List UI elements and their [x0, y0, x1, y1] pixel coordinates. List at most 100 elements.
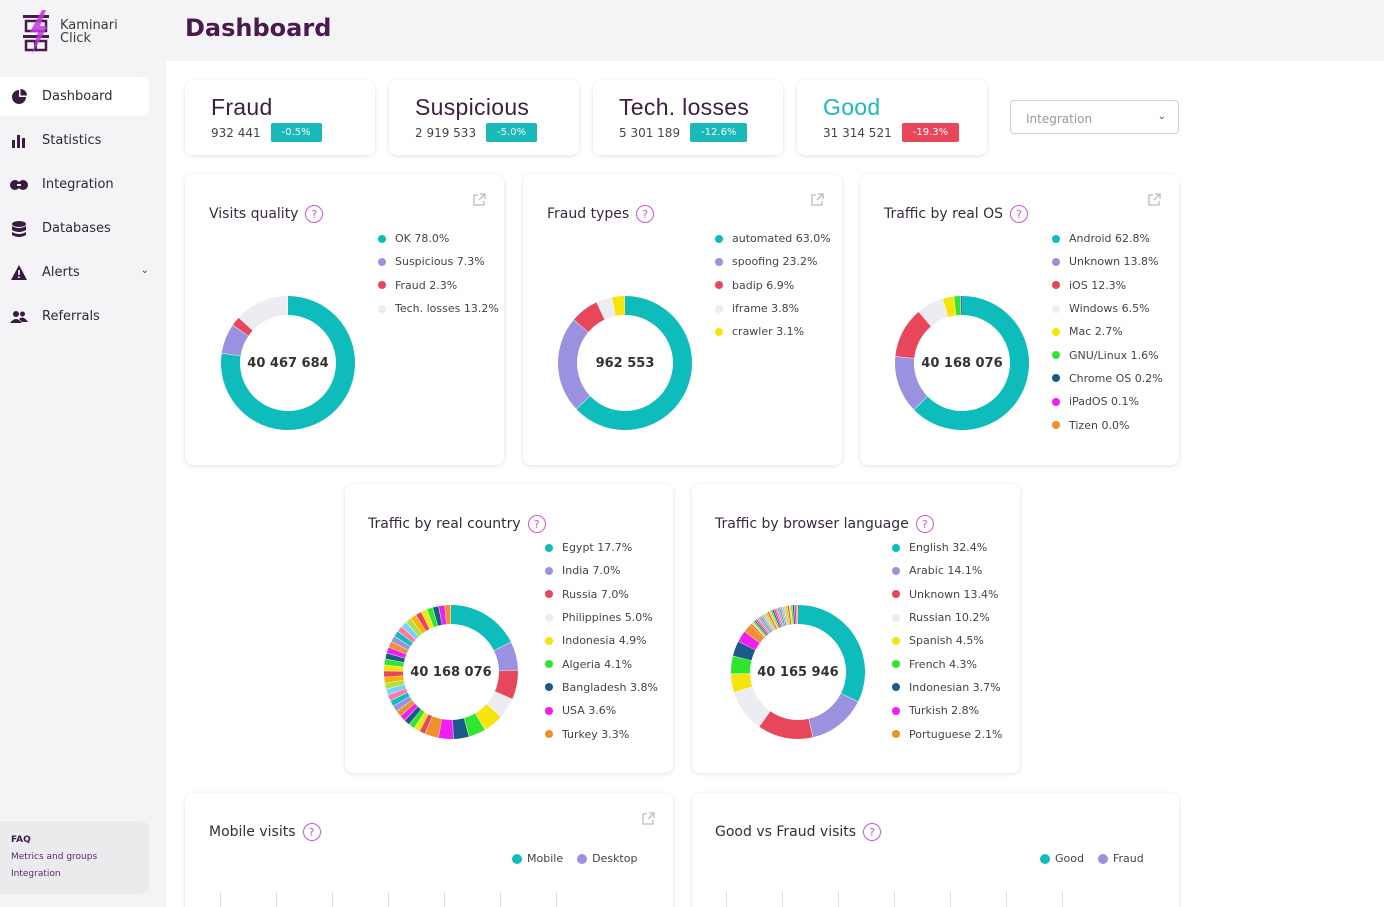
help-icon[interactable]: ?	[915, 515, 934, 533]
donut-segment[interactable]	[388, 641, 409, 655]
donut-segment[interactable]	[404, 706, 421, 725]
external-link-icon[interactable]	[1147, 193, 1161, 207]
legend-item[interactable]: Windows 6.5%	[1052, 297, 1163, 320]
donut-segment[interactable]	[731, 673, 753, 693]
donut-segment[interactable]	[787, 605, 792, 625]
donut-segment[interactable]	[397, 626, 416, 643]
donut-segment[interactable]	[753, 621, 767, 637]
donut-segment[interactable]	[808, 693, 858, 738]
donut-segment[interactable]	[761, 615, 773, 632]
help-icon[interactable]: ?	[863, 823, 882, 841]
legend-item[interactable]: USA 3.6%	[545, 699, 658, 722]
donut-segment[interactable]	[401, 622, 419, 640]
donut-segment[interactable]	[750, 623, 765, 639]
legend-item[interactable]: Good	[1040, 852, 1084, 865]
donut-segment[interactable]	[386, 647, 407, 659]
legend-item[interactable]: badip 6.9%	[715, 274, 831, 297]
legend-item[interactable]: Bangladesh 3.8%	[545, 676, 658, 699]
legend-item[interactable]: Mobile	[512, 852, 563, 865]
legend-item[interactable]: Egypt 17.7%	[545, 536, 658, 559]
legend-item[interactable]: Russian 10.2%	[892, 606, 1002, 629]
donut-segment[interactable]	[406, 618, 423, 637]
donut-segment[interactable]	[438, 719, 454, 739]
donut-segment[interactable]	[451, 605, 511, 651]
sidebar-item-databases[interactable]: Databases	[0, 209, 149, 248]
legend-item[interactable]: Algeria 4.1%	[545, 652, 658, 675]
donut-segment[interactable]	[464, 713, 485, 737]
legend-item[interactable]: Suspicious 7.3%	[378, 250, 499, 273]
legend-item[interactable]: Tizen 0.0%	[1052, 413, 1163, 436]
donut-segment[interactable]	[384, 659, 404, 667]
donut-segment[interactable]	[400, 703, 418, 721]
legend-item[interactable]: Portuguese 2.1%	[892, 722, 1002, 745]
donut-segment[interactable]	[942, 296, 956, 317]
donut-segment[interactable]	[411, 615, 426, 634]
sidebar-item-integration[interactable]: Integration	[0, 165, 149, 204]
legend-item[interactable]: Turkish 2.8%	[892, 699, 1002, 722]
sidebar-item-referrals[interactable]: Referrals	[0, 297, 149, 336]
donut-segment[interactable]	[751, 622, 766, 638]
donut-segment[interactable]	[414, 712, 429, 732]
external-link-icon[interactable]	[810, 193, 824, 207]
donut-segment[interactable]	[744, 625, 764, 643]
legend-item[interactable]: iframe 3.8%	[715, 297, 831, 320]
donut-segment[interactable]	[789, 605, 793, 625]
legend-item[interactable]: crawler 3.1%	[715, 320, 831, 343]
legend-item[interactable]: Philippines 5.0%	[545, 606, 658, 629]
donut-segment[interactable]	[386, 684, 406, 695]
legend-item[interactable]: automated 63.0%	[715, 227, 831, 250]
donut-segment[interactable]	[384, 665, 404, 672]
donut-segment[interactable]	[385, 653, 405, 663]
donut-segment[interactable]	[914, 296, 1029, 430]
donut-segment[interactable]	[576, 296, 692, 430]
donut-segment[interactable]	[760, 616, 772, 633]
faq-link-metrics[interactable]: Metrics and groups	[11, 852, 98, 862]
help-icon[interactable]: ?	[302, 823, 321, 841]
donut-segment[interactable]	[755, 619, 769, 635]
legend-item[interactable]: Mac 2.7%	[1052, 320, 1163, 343]
kpi-card-tech-losses[interactable]: Tech. losses 5 301 189 -12.6%	[593, 80, 783, 155]
donut-segment[interactable]	[757, 618, 770, 634]
donut-segment[interactable]	[394, 631, 413, 647]
sidebar-item-alerts[interactable]: Alerts ⌄	[0, 253, 149, 292]
donut-segment[interactable]	[775, 608, 783, 627]
legend-item[interactable]: Tech. losses 13.2%	[378, 297, 499, 320]
external-link-icon[interactable]	[472, 193, 486, 207]
donut-segment[interactable]	[384, 680, 405, 689]
donut-segment[interactable]	[409, 709, 425, 728]
kpi-card-good[interactable]: Good 31 314 521 -19.3%	[797, 80, 987, 155]
donut-segment[interactable]	[486, 691, 513, 717]
legend-item[interactable]: OK 78.0%	[378, 227, 499, 250]
legend-item[interactable]: English 32.4%	[892, 536, 1002, 559]
donut-segment[interactable]	[384, 675, 404, 683]
donut-segment[interactable]	[782, 606, 788, 626]
legend-item[interactable]: Fraud	[1097, 852, 1144, 865]
donut-segment[interactable]	[427, 607, 438, 628]
donut-segment[interactable]	[733, 641, 756, 661]
sidebar-item-dashboard[interactable]: Dashboard	[0, 77, 149, 116]
donut-segment[interactable]	[388, 688, 408, 701]
donut-segment[interactable]	[796, 605, 798, 625]
help-icon[interactable]: ?	[305, 205, 324, 223]
legend-item[interactable]: spoofing 23.2%	[715, 250, 831, 273]
donut-segment[interactable]	[954, 296, 961, 316]
donut-segment[interactable]	[391, 636, 411, 651]
donut-segment[interactable]	[558, 320, 591, 409]
donut-segment[interactable]	[221, 325, 249, 356]
donut-segment[interactable]	[770, 610, 780, 629]
legend-item[interactable]: Indonesian 3.7%	[892, 676, 1002, 699]
legend-item[interactable]: Arabic 14.1%	[892, 559, 1002, 582]
help-icon[interactable]: ?	[636, 205, 655, 223]
chevron-down-icon[interactable]: ⌄	[140, 265, 149, 276]
legend-item[interactable]: iPadOS 0.1%	[1052, 390, 1163, 413]
sidebar-item-statistics[interactable]: Statistics	[0, 121, 149, 160]
donut-segment[interactable]	[918, 298, 948, 327]
donut-segment[interactable]	[421, 609, 434, 629]
donut-segment[interactable]	[390, 692, 410, 706]
legend-item[interactable]: Indonesia 4.9%	[545, 629, 658, 652]
legend-item[interactable]: iOS 12.3%	[1052, 274, 1163, 297]
kpi-card-suspicious[interactable]: Suspicious 2 919 533 -5.0%	[389, 80, 579, 155]
donut-segment[interactable]	[612, 296, 625, 316]
kpi-card-fraud[interactable]: Fraud 932 441 -0.5%	[185, 80, 375, 155]
donut-segment[interactable]	[232, 317, 253, 336]
